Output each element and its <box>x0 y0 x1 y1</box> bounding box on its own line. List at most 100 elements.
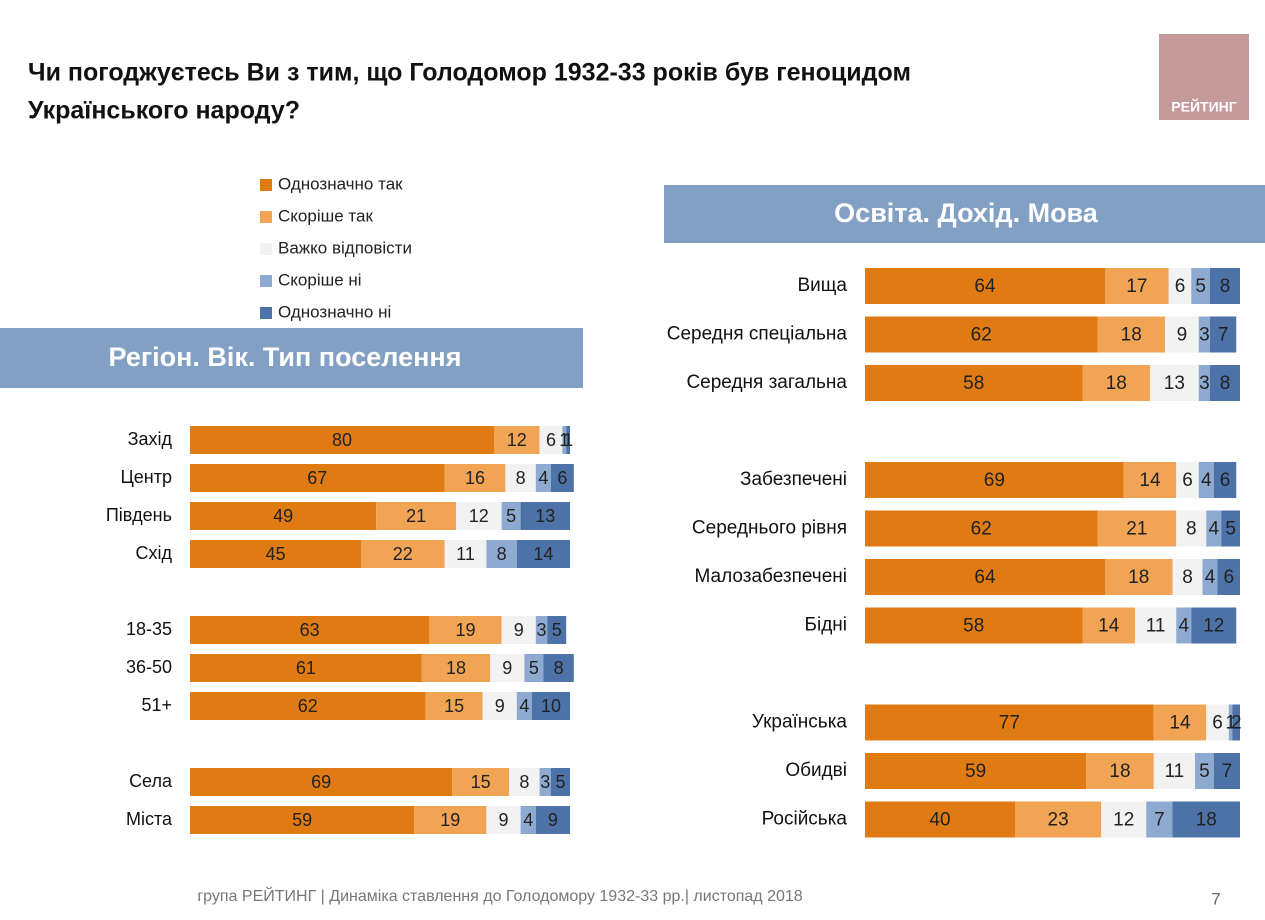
data-label: 22 <box>393 544 413 564</box>
category-label: Російська <box>762 809 848 830</box>
legend-swatch <box>260 179 272 191</box>
data-label: 9 <box>1177 325 1188 346</box>
bar-segment <box>429 616 502 644</box>
bar-segment <box>1097 510 1177 547</box>
bar-segment <box>1228 704 1233 741</box>
bar-segment <box>865 607 1083 644</box>
category-label: Південь <box>106 505 172 525</box>
bar-segment <box>1202 559 1218 595</box>
data-label: 2 <box>1231 713 1242 734</box>
bar-segment <box>1153 753 1195 789</box>
bar-segment <box>524 654 544 682</box>
data-label: 5 <box>1199 761 1210 782</box>
bar-segment <box>190 692 426 720</box>
bar-segment <box>190 426 494 454</box>
bar-segment <box>516 540 570 568</box>
data-label: 62 <box>971 325 992 346</box>
data-label: 19 <box>455 620 475 640</box>
bar-segment <box>1217 559 1240 595</box>
bar-segment <box>1086 753 1154 789</box>
bar-segment <box>1176 510 1207 547</box>
data-label: 7 <box>1222 761 1233 782</box>
bar-segment <box>190 502 377 530</box>
data-label: 58 <box>963 373 984 394</box>
data-label: 12 <box>1203 616 1224 637</box>
bar-segment <box>414 806 487 834</box>
bar-segment <box>1146 801 1173 838</box>
bar-segment <box>539 426 563 454</box>
data-label: 45 <box>265 544 285 564</box>
category-label: Вища <box>798 275 848 296</box>
data-label: 12 <box>469 506 489 526</box>
data-label: 9 <box>548 810 558 830</box>
bar-segment <box>535 464 551 492</box>
data-label: 12 <box>507 430 527 450</box>
category-label: Бідні <box>805 615 848 636</box>
data-label: 40 <box>929 810 950 831</box>
data-label: 6 <box>546 430 556 450</box>
bar-segment <box>865 268 1105 304</box>
data-label: 11 <box>456 544 475 564</box>
data-label: 9 <box>502 658 512 678</box>
bar-segment <box>532 692 570 720</box>
bar-segment <box>865 801 1015 838</box>
category-label: 18-35 <box>126 619 172 639</box>
bar-segment <box>1082 607 1135 644</box>
data-label: 4 <box>523 810 533 830</box>
data-label: 64 <box>974 276 996 297</box>
data-label: 8 <box>1220 276 1231 297</box>
data-label: 18 <box>1128 567 1149 588</box>
bar-segment <box>1198 316 1210 353</box>
bar-segment <box>361 540 445 568</box>
bar-segment <box>1191 268 1210 304</box>
data-label: 67 <box>307 468 327 488</box>
bar-segment <box>509 768 540 796</box>
data-label: 59 <box>965 761 986 782</box>
bar-segment <box>1206 510 1222 547</box>
bar-segment <box>1153 704 1207 741</box>
bar-segment <box>1210 268 1240 304</box>
data-label: 58 <box>963 616 984 637</box>
bar-segment <box>452 768 510 796</box>
bar-segment <box>456 502 502 530</box>
page-number: 7 <box>1211 889 1220 908</box>
bar-segment <box>1221 510 1240 547</box>
data-label: 8 <box>516 468 526 488</box>
data-label: 5 <box>555 772 565 792</box>
bar-segment <box>1198 365 1210 401</box>
category-label: 51+ <box>141 695 172 715</box>
data-label: 4 <box>1178 616 1189 637</box>
data-label: 21 <box>406 506 426 526</box>
data-label: 4 <box>1201 470 1212 491</box>
data-label: 4 <box>1208 519 1219 540</box>
data-label: 10 <box>541 696 561 716</box>
data-label: 18 <box>446 658 466 678</box>
data-label: 3 <box>540 772 550 792</box>
category-label: Схід <box>135 543 172 563</box>
data-label: 69 <box>984 470 1005 491</box>
legend-swatch <box>260 243 272 255</box>
data-label: 49 <box>273 506 293 526</box>
category-label: 36-50 <box>126 657 172 677</box>
data-label: 8 <box>1220 373 1231 394</box>
bar-segment <box>1165 316 1199 353</box>
data-label: 64 <box>974 567 996 588</box>
data-label: 9 <box>495 696 505 716</box>
section-band <box>0 328 583 388</box>
data-label: 13 <box>1164 373 1185 394</box>
bar-segment <box>1101 801 1147 838</box>
bar-segment <box>1213 753 1240 789</box>
data-label: 1 <box>1225 713 1236 734</box>
data-label: 5 <box>1225 519 1236 540</box>
data-label: 8 <box>519 772 529 792</box>
legend-label: Важко відповісти <box>278 238 412 257</box>
bar-segment <box>1210 365 1240 401</box>
data-label: 13 <box>535 506 555 526</box>
footer: група РЕЙТИНГ | Динаміка ставлення до Го… <box>197 886 802 905</box>
bar-segment <box>1176 462 1199 498</box>
data-label: 5 <box>552 620 562 640</box>
section-title: Регіон. Вік. Тип поселення <box>109 342 462 372</box>
bar-segment <box>1082 365 1150 401</box>
data-label: 7 <box>1154 810 1165 831</box>
data-label: 15 <box>471 772 491 792</box>
